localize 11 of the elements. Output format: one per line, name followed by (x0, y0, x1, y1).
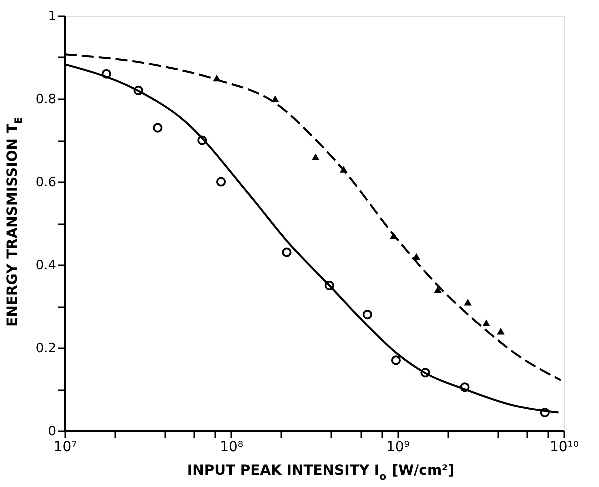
y-tick-label: 0.2 (36, 342, 56, 356)
y-tick-label: 1 (48, 10, 56, 24)
x-tick-label: 10¹⁰ (550, 440, 580, 456)
x-tick-label: 10⁷ (54, 440, 78, 456)
y-tick-label: 0.4 (36, 258, 56, 274)
y-tick-label: 0.8 (36, 92, 56, 108)
y-tick-label: 0 (48, 424, 56, 440)
y-tick-label: 0.6 (36, 176, 56, 190)
x-tick-label: 10⁹ (386, 440, 410, 456)
y-axis-title: ENERGY TRANSMISSION TE (5, 117, 25, 327)
x-tick-label: 10⁸ (220, 440, 244, 456)
